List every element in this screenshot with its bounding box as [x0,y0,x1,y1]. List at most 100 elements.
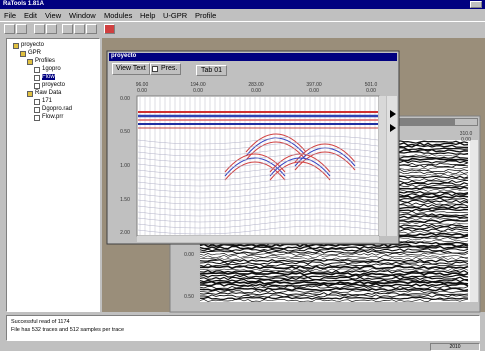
trace [224,157,286,177]
status-area: Successful read of 1174 File has 532 tra… [6,315,480,341]
menu-item[interactable]: Help [140,11,156,20]
trace [137,147,379,157]
trace [199,274,469,278]
side-panel [387,96,397,236]
trace [199,248,469,252]
tree-icon [20,51,26,57]
trace [269,153,331,173]
trace [137,171,379,181]
back-x-tick-label: 310.0 0.00 [459,131,473,143]
menu-item[interactable]: Profile [195,11,217,20]
tree-item[interactable]: GPR [28,50,42,56]
x-tick-bottom: 0.00 [137,88,147,94]
trace [199,283,469,288]
trace [137,225,379,235]
tree-item[interactable]: Dgopro.rad [42,106,73,112]
menu-item[interactable]: File [4,11,17,20]
tree-item[interactable]: 171 [42,98,53,104]
trace [199,278,469,283]
menu-item[interactable]: Modules [104,11,133,20]
tree-icon [34,67,40,73]
profile-window-title-bar [109,53,397,61]
tree-icon [27,91,33,97]
trace [199,252,469,256]
trace [137,165,379,175]
trace [199,261,469,265]
tool-button[interactable] [62,24,73,34]
trace [269,161,331,181]
tree-item[interactable]: Flow [42,74,55,80]
close-button[interactable] [470,1,482,8]
trace [199,292,469,296]
x-tick-label: 96.00 0.00 [130,82,154,94]
tree-item[interactable]: Flow.prr [42,114,64,120]
tool-button[interactable] [86,24,97,34]
tree-icon [34,75,40,81]
trace [199,276,468,281]
tool-button[interactable] [74,24,85,34]
tool-button[interactable] [16,24,27,34]
tool-button[interactable] [4,24,15,34]
x-tick-top: 96.00 [135,82,149,88]
trace [199,289,469,294]
trace [137,153,379,163]
menu-item[interactable]: U-GPR [163,11,188,20]
tree-item[interactable]: 1gopro [42,66,61,72]
menu-item[interactable]: View [45,11,62,20]
trace [137,135,379,145]
back-y-tick-label: 0.00 [184,252,194,258]
trace [137,219,379,229]
x-tick-label: 194.00 0.00 [186,82,210,94]
tool-button[interactable] [46,24,57,34]
x-tick-top: 194.00 [190,82,206,88]
profile-window-title: proyecto [111,53,137,59]
trace [269,157,331,177]
trace [199,250,469,254]
h-scrollbar[interactable] [137,236,379,242]
back-scale-bar [470,140,478,302]
trace [137,207,379,217]
tree-icon [34,107,40,113]
x-tick-bottom: 0.00 [251,88,261,94]
tab[interactable]: Tab 01 [196,65,228,76]
checkbox[interactable] [152,66,158,72]
trace [224,153,286,173]
trace [137,189,379,199]
tree-icon [27,59,33,65]
status-line: Successful read of 1174 [11,319,70,325]
trace [137,213,379,223]
toolbar [0,21,485,35]
tree-item[interactable]: Raw Data [35,90,62,96]
x-tick-bottom: 0.00 [193,88,203,94]
trace [199,296,469,301]
trace [137,201,379,211]
tree-icon [34,115,40,121]
x-tick-top: 283.00 [248,82,264,88]
trace [245,133,307,153]
menu-item[interactable]: Window [69,11,96,20]
tool-button[interactable] [34,24,45,34]
tool-button[interactable] [104,24,115,34]
trace [199,269,469,274]
tab[interactable]: View Text [112,63,150,75]
tree-item[interactable]: Profiles [35,58,56,64]
back-window-buttons[interactable] [455,119,477,125]
x-tick-bottom: 0.00 [309,88,319,94]
tree-item[interactable]: proyecto [21,42,45,48]
trace [199,243,469,248]
menu-bar: File Edit View Window Modules Help U-GPR Profil… [0,10,485,20]
title-bar: RaTools 1.81A [0,0,485,9]
trace [137,159,379,169]
tree-icon [34,83,40,89]
menu-item[interactable]: Edit [24,11,37,20]
scrollbar[interactable] [379,96,386,236]
trace [137,195,379,205]
y-tick-label: 1.50 [120,197,130,203]
trace [294,143,356,163]
trace [200,294,469,298]
y-tick-label: 0.00 [120,96,130,102]
marker [390,124,396,132]
tree-item[interactable]: proyecto [42,82,66,88]
